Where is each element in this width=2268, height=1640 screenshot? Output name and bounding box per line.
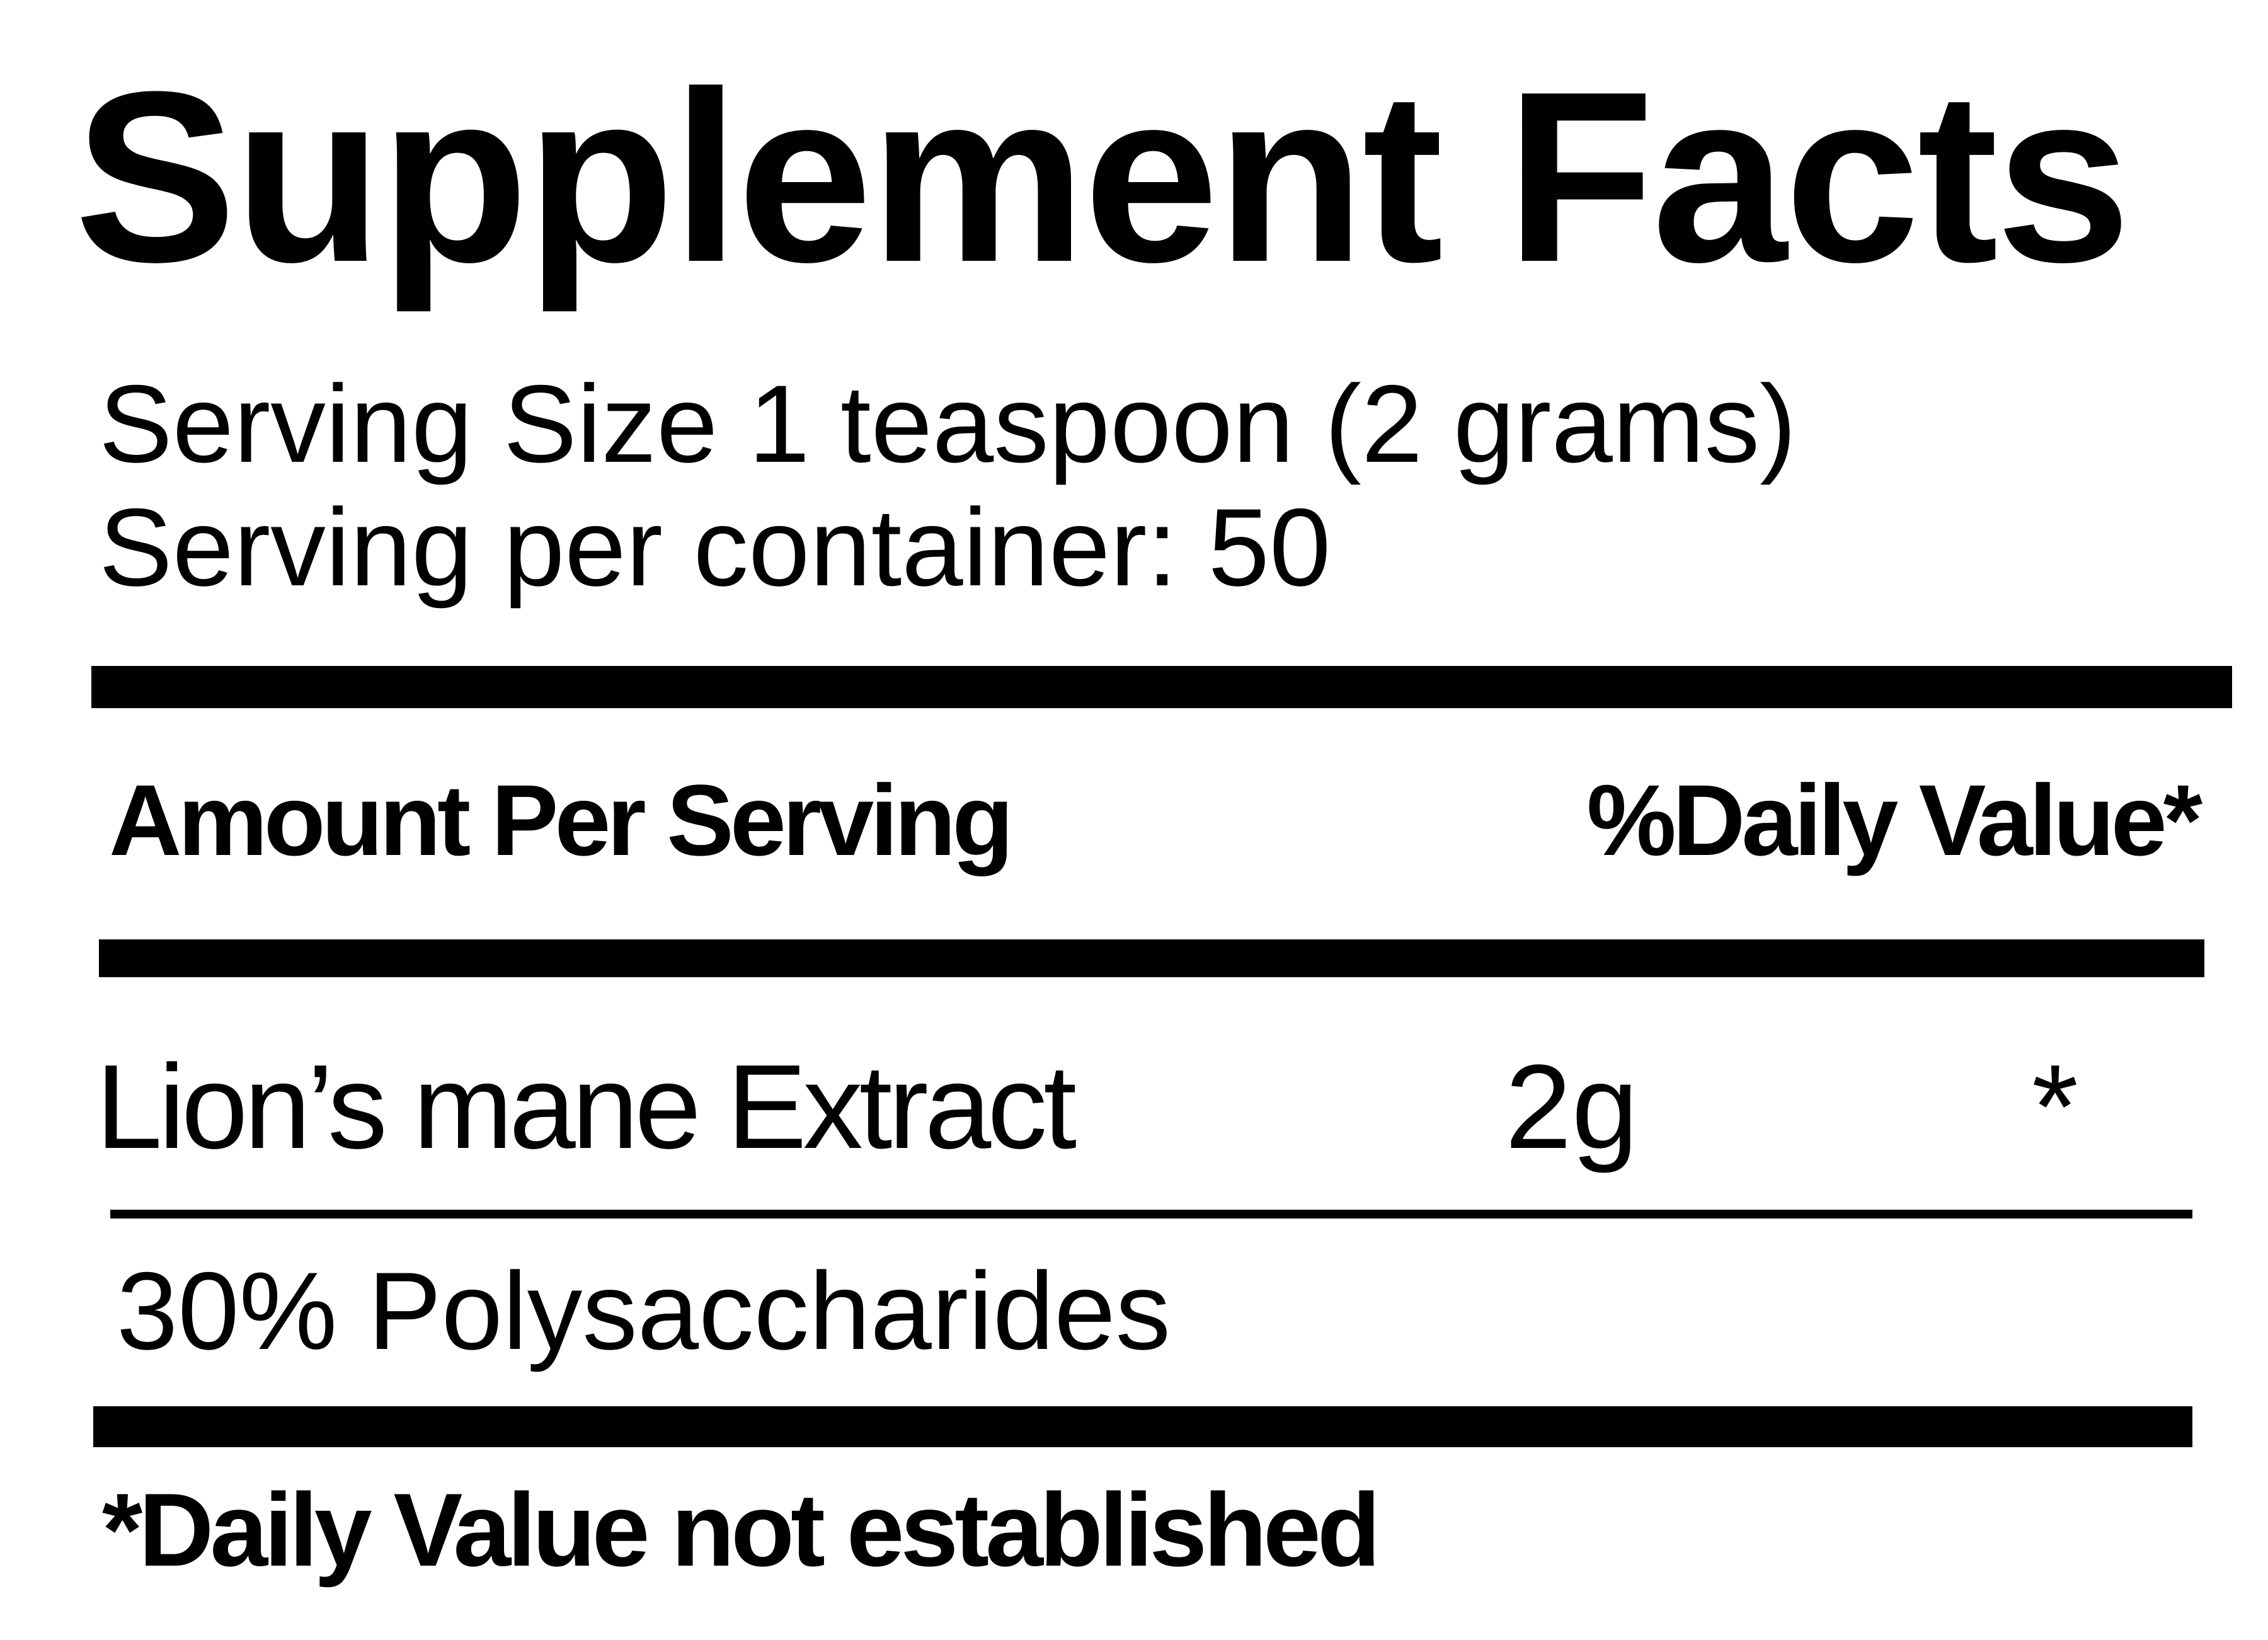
- label-title: Supplement Facts: [74, 41, 2131, 313]
- sub-ingredient: 30% Polysaccharides: [117, 1250, 1171, 1373]
- amount-per-serving-label: Amount Per Serving: [109, 764, 1014, 876]
- servings-per-container: Serving per container: 50: [99, 486, 1331, 609]
- ingredient-name: Lion’s mane Extract: [96, 1040, 1077, 1174]
- daily-value-label: %Daily Value*: [1586, 764, 2202, 876]
- serving-size: Serving Size 1 teaspoon (2 grams): [99, 363, 1797, 486]
- ingredient-daily-value: *: [2032, 1040, 2078, 1174]
- divider-thin: [110, 1210, 2192, 1219]
- divider-thick-2: [99, 939, 2204, 977]
- footnote: *Daily Value not established: [102, 1472, 1381, 1588]
- divider-thick-3: [93, 1406, 2192, 1447]
- divider-thick-1: [91, 666, 2232, 708]
- ingredient-amount: 2g: [1505, 1040, 1639, 1174]
